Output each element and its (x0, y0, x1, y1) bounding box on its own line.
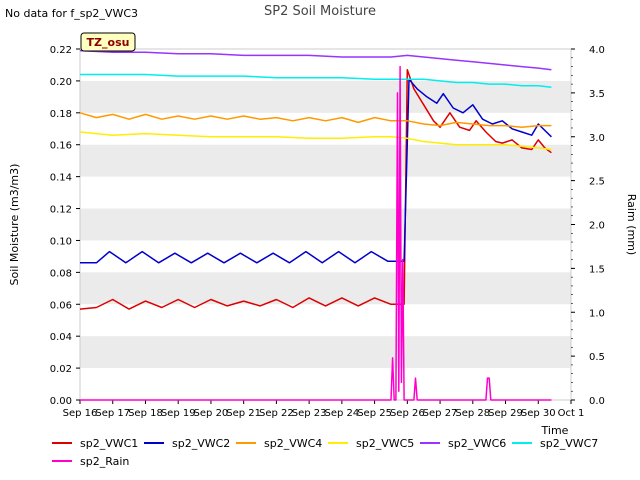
x-tick-label: Sep 22 (259, 408, 294, 419)
legend-label: sp2_VWC2 (172, 436, 231, 450)
y2-tick-label: 2.0 (589, 221, 605, 232)
x-tick-label: Sep 26 (390, 408, 425, 419)
badge-box (80, 32, 136, 52)
legend-item-sp2_VWC6: sp2_VWC6 (420, 436, 506, 450)
y-tick-label: 0.00 (50, 396, 72, 407)
y-tick-label: 0.22 (50, 45, 72, 56)
no-data-note: No data for f_sp2_VWC3 (5, 7, 139, 20)
x-tick-label: Oct 1 (558, 408, 585, 419)
legend-item-sp2_VWC4: sp2_VWC4 (236, 436, 322, 450)
x-tick-label: Sep 20 (194, 408, 229, 419)
y-tick-label: 0.04 (50, 332, 72, 343)
y2-tick-label: 0.0 (589, 396, 605, 407)
y-tick-label: 0.06 (50, 300, 72, 311)
grid-band (80, 272, 571, 305)
x-tick-label: Sep 21 (226, 408, 261, 419)
y2-tick-label: 1.0 (589, 308, 605, 319)
x-tick-label: Sep 16 (63, 408, 98, 419)
badge-label: TZ_osu (87, 36, 130, 49)
x-tick-label: Sep 29 (488, 408, 523, 419)
grid-band (80, 336, 571, 369)
series-line-sp2_VWC7 (80, 73, 552, 89)
legend-item-sp2_VWC5: sp2_VWC5 (328, 436, 414, 450)
series-line-sp2_VWC5 (79, 131, 552, 151)
y2-tick-label: 1.5 (589, 264, 605, 275)
y2-tick-label: 0.5 (589, 352, 605, 363)
x-tick-label: Sep 17 (95, 408, 130, 419)
legend-item-sp2_VWC2: sp2_VWC2 (144, 436, 230, 450)
legend-swatch (52, 442, 72, 444)
y2-tick-label: 3.0 (589, 133, 605, 144)
x-tick-label: Sep 27 (423, 408, 458, 419)
series-line-sp2_VWC1 (79, 68, 552, 310)
y-tick-label: 0.18 (50, 109, 72, 120)
legend-item-sp2_VWC1: sp2_VWC1 (52, 436, 138, 450)
x-axis-label: Time (541, 424, 569, 437)
series-line-sp2_VWC2 (80, 78, 552, 264)
x-tick-label: Sep 28 (455, 408, 490, 419)
legend-label: sp2_VWC4 (264, 436, 323, 450)
legend-label: sp2_VWC7 (540, 436, 599, 450)
x-tick-label: Sep 30 (521, 408, 556, 419)
legend-label: sp2_VWC5 (356, 436, 415, 450)
legend-label: sp2_Rain (80, 454, 130, 468)
y-tick-label: 0.16 (50, 141, 72, 152)
legend-swatch (420, 442, 440, 444)
series-line-sp2_Rain (80, 65, 552, 401)
y-tick-label: 0.20 (50, 77, 72, 88)
y-axis-label: Soil Moisture (m3/m3) (8, 164, 21, 286)
legend-label: sp2_VWC1 (80, 436, 139, 450)
y-tick-label: 0.02 (50, 364, 72, 375)
x-tick-label: Sep 23 (292, 408, 327, 419)
grid-band (80, 208, 571, 241)
y2-tick-label: 4.0 (589, 45, 605, 56)
chart-title: SP2 Soil Moisture (264, 4, 376, 19)
x-tick-label: Sep 25 (357, 408, 392, 419)
y-tick-label: 0.10 (50, 236, 72, 247)
legend-item-sp2_VWC7: sp2_VWC7 (512, 436, 598, 450)
x-tick-label: Sep 19 (161, 408, 196, 419)
y2-tick-label: 2.5 (589, 177, 605, 188)
legend-swatch (512, 442, 532, 444)
legend-item-sp2_Rain: sp2_Rain (52, 454, 129, 468)
x-tick-label: Sep 24 (324, 408, 359, 419)
y-tick-label: 0.14 (50, 173, 72, 184)
legend-swatch (328, 442, 348, 444)
legend-label: sp2_VWC6 (448, 436, 507, 450)
grid-band (80, 144, 571, 177)
legend-swatch (144, 442, 164, 444)
series-line-sp2_VWC4 (79, 112, 552, 128)
legend-swatch (52, 460, 72, 462)
y2-tick-label: 3.5 (589, 89, 605, 100)
legend-swatch (236, 442, 256, 444)
series-line-sp2_VWC6 (79, 49, 552, 71)
y2-axis-label: Raim (mm) (625, 194, 638, 255)
grid-band (80, 80, 571, 113)
y-tick-label: 0.12 (50, 205, 72, 216)
x-tick-label: Sep 18 (128, 408, 163, 419)
y-tick-label: 0.08 (50, 268, 72, 279)
